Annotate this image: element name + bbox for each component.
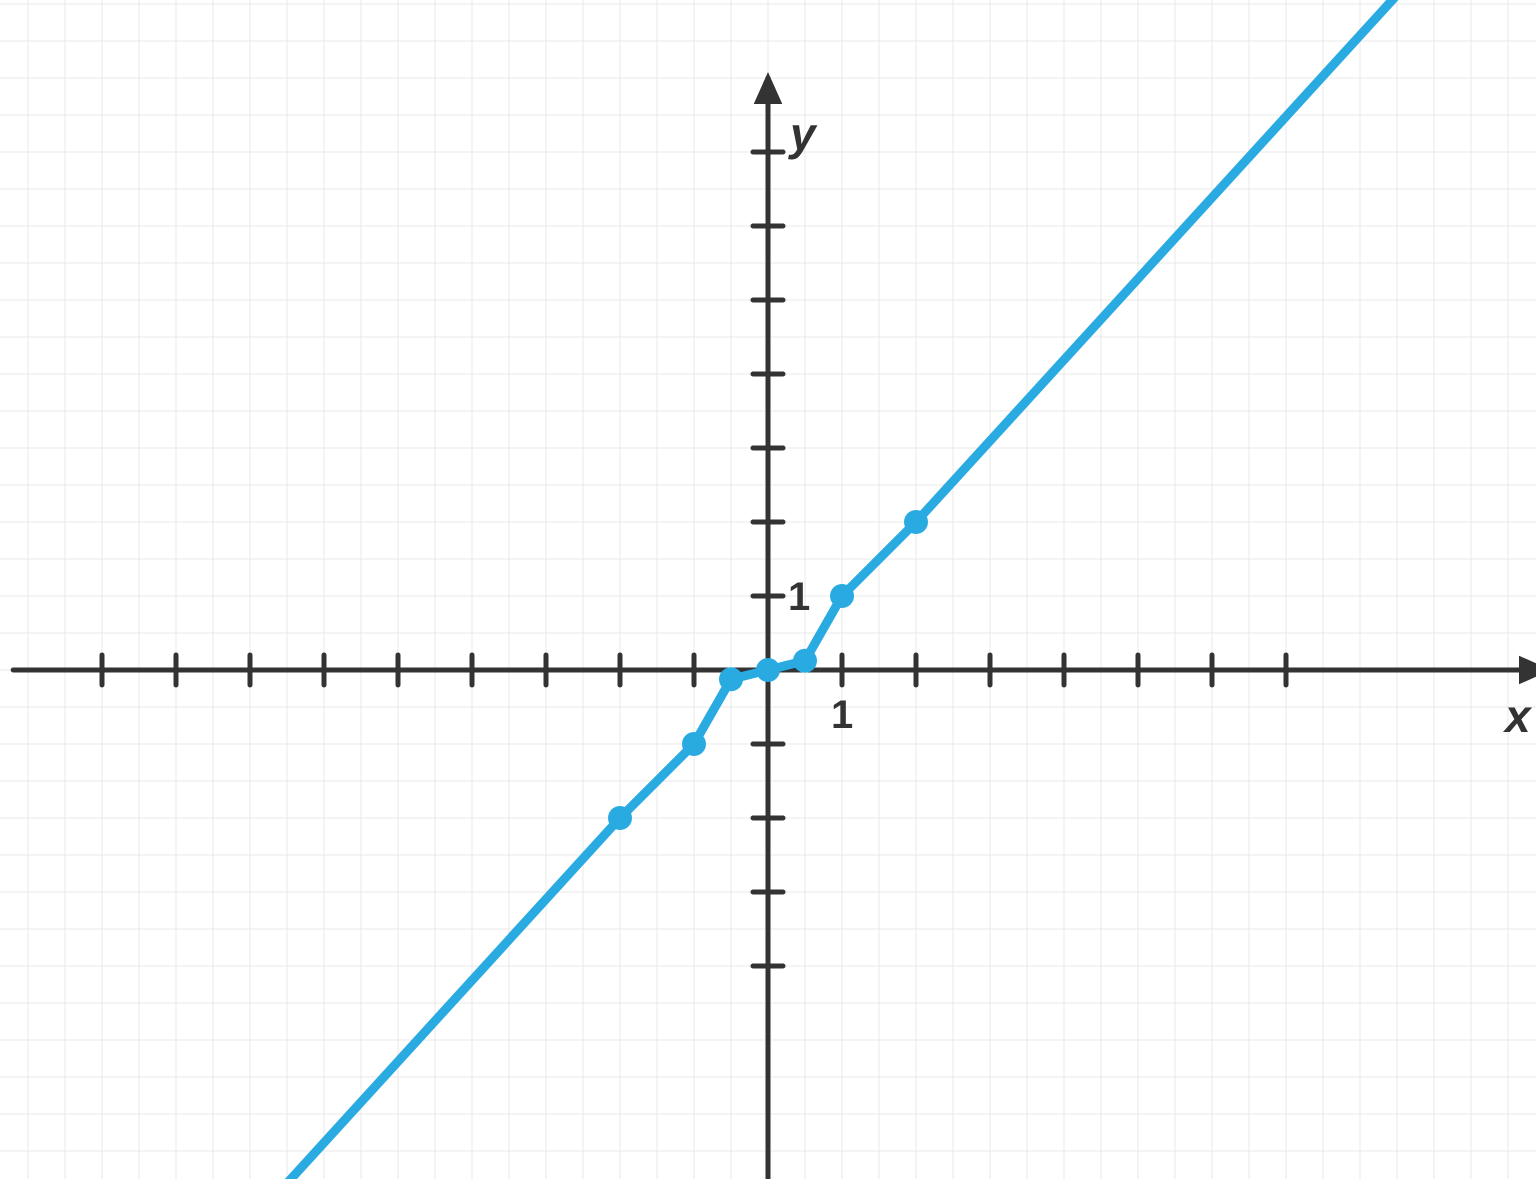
data-point xyxy=(682,732,706,756)
x-tick-label-1: 1 xyxy=(831,693,853,737)
y-axis-label: y xyxy=(788,108,818,160)
data-point xyxy=(793,649,817,673)
data-point xyxy=(904,510,928,534)
y-tick-label-1: 1 xyxy=(788,575,810,619)
coordinate-plane-chart: y x 1 1 xyxy=(0,0,1536,1179)
data-point xyxy=(608,806,632,830)
x-axis-label: x xyxy=(1502,690,1533,742)
data-point xyxy=(756,658,780,682)
data-point xyxy=(830,584,854,608)
data-point xyxy=(719,667,743,691)
